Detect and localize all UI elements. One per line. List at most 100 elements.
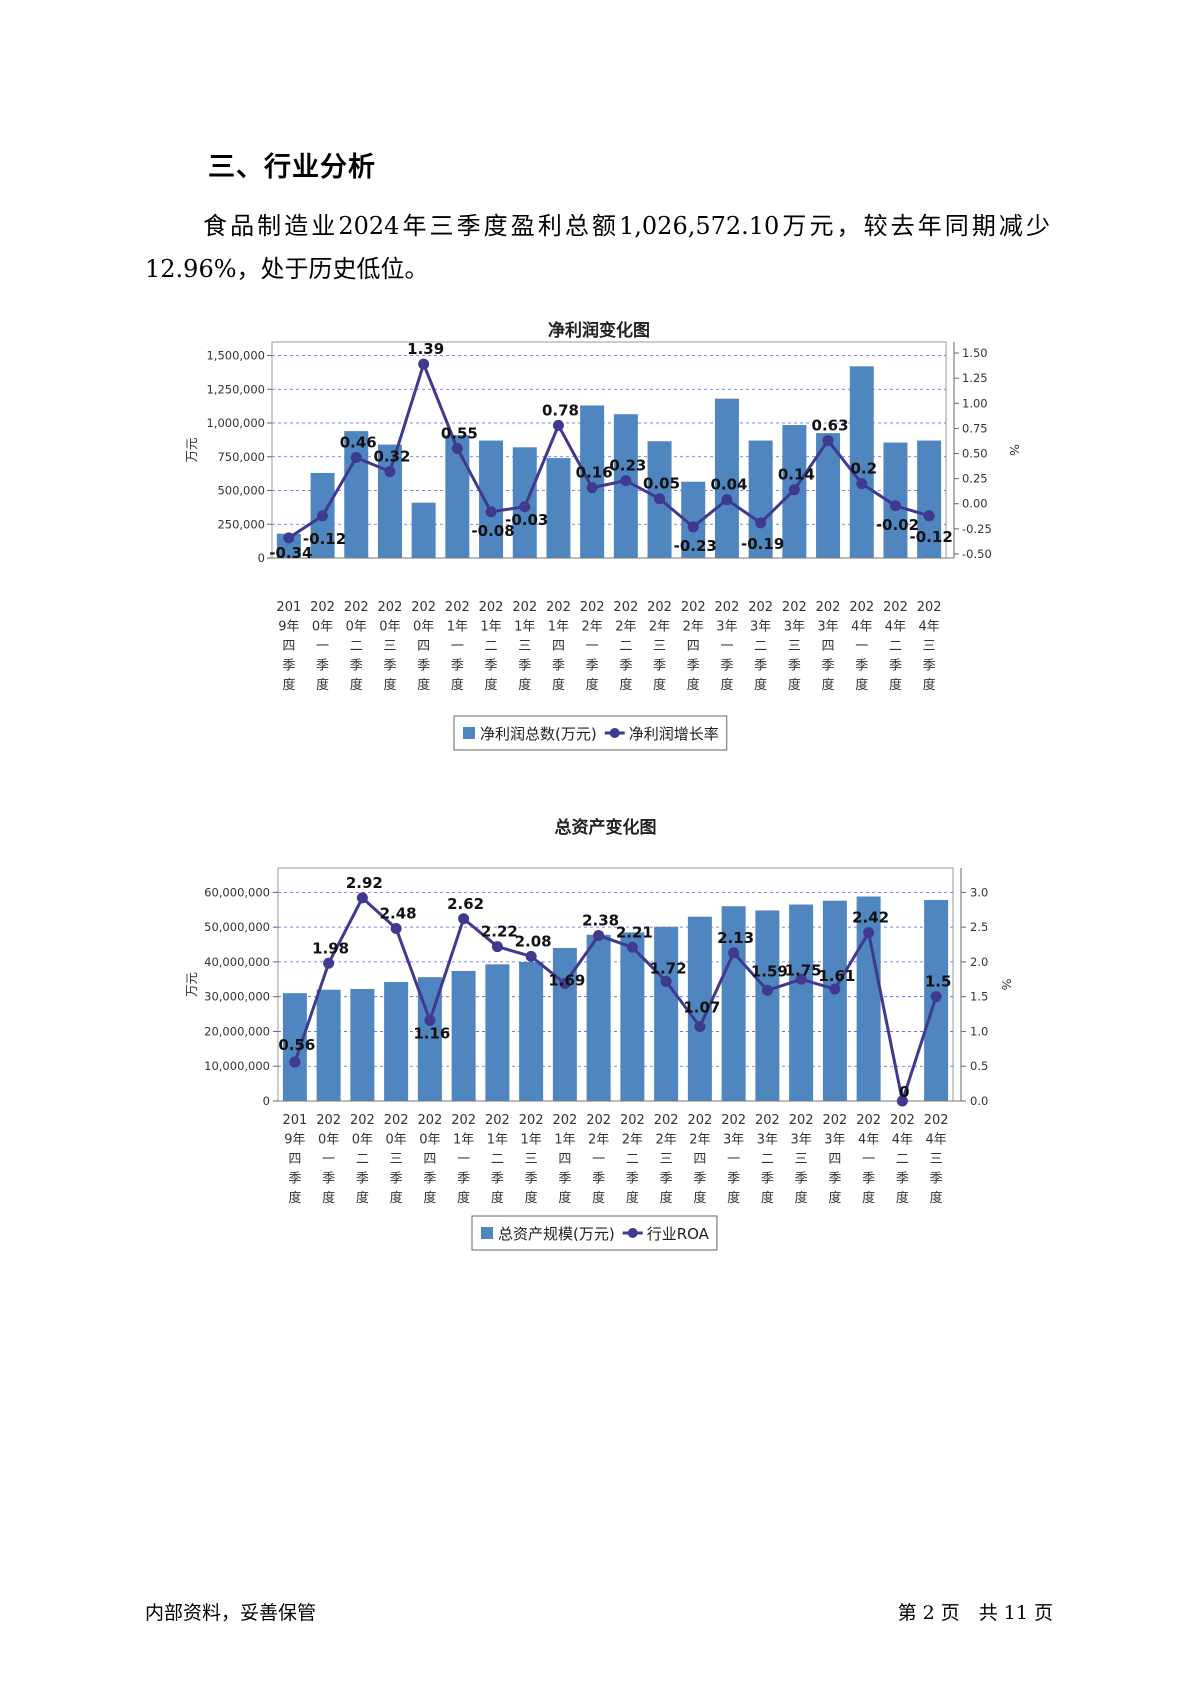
- analysis-paragraph: 食品制造业2024年三季度盈利总额1,026,572.10万元，较去年同期减少1…: [145, 212, 1050, 283]
- x-tick-label: 202 1年三季度: [512, 600, 537, 693]
- x-tick-label: 202 4年三季度: [917, 600, 942, 693]
- line-point: [525, 950, 537, 962]
- line-point: [283, 532, 295, 544]
- legend: 总资产规模(万元) 行业ROA: [471, 1215, 718, 1251]
- total-assets-chart: 总资产变化图 0 10,000,000 20,000,000 30,000,000 40,…: [184, 817, 1014, 1251]
- section-heading: 三、行业分析: [208, 152, 376, 183]
- data-label: 0.16: [576, 464, 613, 482]
- x-tick-label: 202 2年一季度: [580, 600, 605, 693]
- data-label: 2.62: [447, 895, 484, 913]
- y-tick-label: 50,000,000: [204, 920, 270, 934]
- bar: [849, 366, 874, 558]
- y-axis-label: 万元: [184, 437, 199, 462]
- chart-title: 总资产变化图: [555, 817, 657, 838]
- y2-tick-label: -0.25: [962, 522, 992, 536]
- x-tick-label: 202 1年四季度: [546, 600, 571, 693]
- line-point: [829, 983, 841, 995]
- data-label: 0.14: [778, 466, 815, 484]
- net-profit-chart: 净利润变化图 0 250,000 500,000 750,000 1,000,000 1,2…: [184, 320, 1022, 751]
- data-label: -0.12: [303, 530, 346, 548]
- line-point: [552, 419, 564, 431]
- x-tick-label: 202 3年三季度: [782, 600, 807, 693]
- data-label: 1.59: [751, 962, 788, 980]
- legend-bar-label: 净利润总数(万元): [480, 725, 597, 743]
- legend-line-label: 净利润增长率: [629, 725, 719, 743]
- x-tick-label: 202 3年四季度: [816, 600, 841, 693]
- line-point: [620, 475, 632, 487]
- data-label: 2.92: [346, 874, 383, 892]
- x-tick-label: 202 2年二季度: [613, 600, 638, 693]
- line-point: [896, 1095, 908, 1107]
- bar: [714, 398, 739, 558]
- data-label: 0.23: [609, 457, 646, 475]
- data-label: 2.08: [515, 932, 552, 950]
- x-tick-label: 202 1年一季度: [445, 600, 470, 693]
- x-tick-label: 202 1年三季度: [519, 1113, 544, 1206]
- bar: [451, 970, 476, 1101]
- line-point: [519, 501, 531, 513]
- bar: [445, 435, 470, 558]
- x-tick-label: 202 3年二季度: [748, 600, 773, 693]
- x-tick-label: 202 0年四季度: [417, 1113, 442, 1206]
- data-label: 1.16: [413, 1024, 450, 1042]
- bar: [721, 906, 746, 1101]
- bar: [620, 932, 645, 1101]
- bar: [316, 989, 341, 1101]
- line-point: [863, 927, 875, 939]
- line-point: [889, 500, 901, 512]
- line-point: [424, 1014, 436, 1026]
- data-label: 2.48: [380, 905, 417, 923]
- x-tick-label: 202 3年一季度: [721, 1113, 746, 1206]
- data-label: 2.38: [582, 911, 619, 929]
- x-tick-label: 202 4年三季度: [924, 1113, 949, 1206]
- bar: [546, 458, 571, 558]
- y2-axis-label: %: [999, 979, 1014, 991]
- bar: [917, 440, 942, 558]
- line-point: [384, 466, 396, 478]
- data-label: 0.04: [710, 476, 747, 494]
- line-point: [795, 973, 807, 985]
- line-point: [626, 941, 638, 953]
- y2-tick-label: 1.0: [970, 1024, 988, 1038]
- line-point: [923, 510, 935, 522]
- line-point: [788, 484, 800, 496]
- y-axis-label: 万元: [184, 972, 199, 997]
- data-label: -0.08: [471, 522, 514, 540]
- data-label: 0.55: [441, 424, 478, 442]
- y2-tick-label: 1.25: [962, 371, 988, 385]
- x-tick-label: 202 0年三季度: [378, 600, 403, 693]
- legend-line-marker: [627, 1228, 638, 1238]
- series-line: [288, 359, 930, 540]
- y-tick-label: 0: [258, 551, 265, 565]
- data-label: 0.56: [278, 1036, 315, 1054]
- y-tick-label: 750,000: [217, 450, 265, 464]
- data-label: -0.19: [741, 535, 784, 553]
- data-label: 0.2: [850, 460, 877, 478]
- bar: [411, 502, 436, 558]
- x-tick-label: 202 2年二季度: [620, 1113, 645, 1206]
- x-tick-label: 202 3年一季度: [715, 600, 740, 693]
- y2-tick-label: 0.00: [962, 497, 988, 511]
- bar: [654, 926, 679, 1101]
- footer-confidential: 内部资料，妥善保管: [145, 1602, 317, 1624]
- x-tick-label: 202 3年二季度: [755, 1113, 780, 1206]
- x-tick-label: 202 0年二季度: [344, 600, 369, 693]
- legend-line-marker: [609, 728, 620, 738]
- footer-page-number: 第 2 页 共 11 页: [897, 1602, 1053, 1624]
- line-point: [323, 957, 335, 969]
- y-tick-label: 20,000,000: [204, 1024, 270, 1038]
- data-label: 1.69: [548, 971, 585, 989]
- x-tick-label: 202 0年四季度: [411, 600, 436, 693]
- data-label: 0.05: [643, 475, 680, 493]
- data-label: 1.07: [683, 999, 720, 1017]
- x-tick-label: 201 9年四季度: [276, 600, 301, 693]
- line-point: [822, 434, 834, 446]
- data-label: -0.34: [269, 544, 312, 562]
- chart-title: 净利润变化图: [548, 320, 650, 341]
- data-label: 0.46: [340, 434, 377, 452]
- series-line: [293, 895, 938, 1107]
- bar: [519, 961, 544, 1101]
- bar: [377, 444, 402, 558]
- data-label: 1.72: [650, 959, 687, 977]
- y2-tick-label: 2.5: [970, 920, 988, 934]
